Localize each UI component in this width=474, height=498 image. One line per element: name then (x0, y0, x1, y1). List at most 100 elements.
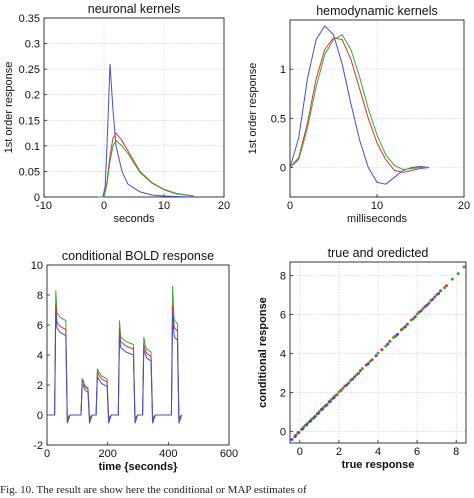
y-tick-label-1: 0.05 (19, 166, 40, 178)
series-line-green (289, 34, 430, 171)
scatter-point-blue (366, 362, 370, 366)
chart-title: hemodynamic kernels (316, 4, 438, 18)
scatter-point-blue (324, 403, 328, 407)
scatter-point-blue (437, 292, 441, 296)
x-tick-label-0: 0 (287, 200, 293, 212)
scatter-point-blue (305, 423, 309, 427)
scatter-point-blue (309, 419, 313, 423)
x-axis-label: true response (342, 459, 415, 471)
y-axis-label: 1st order response (247, 63, 259, 155)
scatter-point-blue (374, 354, 378, 358)
scatter-point-blue (396, 332, 400, 336)
series-line-green (98, 139, 195, 198)
y-axis-label: conditional response (257, 297, 269, 408)
scatter-point-blue (301, 427, 305, 431)
y-tick-label-5: 8 (37, 290, 43, 302)
scatter-point-red (433, 295, 437, 299)
scatter-point-green (456, 272, 460, 276)
y-tick-label-4: 0.2 (25, 90, 40, 102)
series-line-blue (98, 63, 195, 198)
x-tick-label-3: 6 (414, 446, 420, 458)
x-tick-label-2: 10 (158, 200, 170, 212)
scatter-point-green (450, 277, 454, 281)
x-tick-label-3: 600 (220, 448, 238, 460)
neuronal-kernels-panel: -10 0 10 2000.050.10.150.20.250.30.35neuron… (3, 2, 230, 225)
scatter-point-green (442, 286, 446, 290)
scatter-point-red (388, 339, 392, 343)
x-tick-label-2: 20 (458, 200, 470, 212)
scatter-point-green (341, 387, 345, 391)
y-tick-label-2: 2 (37, 380, 43, 392)
scatter-point-green (409, 318, 413, 322)
x-tick-label-0: 0 (297, 446, 303, 458)
scatter-point-blue (293, 435, 297, 439)
x-tick-label-1: 10 (371, 200, 383, 212)
scatter-point-red (405, 322, 409, 326)
scatter-point-green (360, 367, 364, 371)
scatter-point-red (444, 284, 448, 288)
scatter-point-blue (386, 342, 390, 346)
plot-frame (43, 17, 225, 198)
scatter-point-red (353, 375, 357, 379)
y-tick-label-1: 0 (37, 410, 43, 422)
x-tick-label-0: 0 (44, 448, 50, 460)
x-axis-label: time {seconds} (99, 461, 179, 473)
scatter-point-green (384, 344, 388, 348)
scatter-point-red (380, 348, 384, 352)
true-vs-predicted-panel: 0 2 4 6 8 0 2 4 6 8 true and oredicted true respons… (257, 246, 467, 471)
y-tick-label-7: 0.35 (19, 13, 40, 25)
scatter-point-blue (425, 303, 429, 307)
y-tick-label-0: 0 (280, 426, 286, 438)
y-tick-label-1: 2 (280, 387, 286, 399)
hemodynamic-kernels-panel: 0 10 20 0 0.5 1 hemodynamic kernels millisecond… (247, 4, 470, 225)
scatter-point-blue (356, 371, 360, 375)
scatter-point-blue (320, 407, 324, 411)
scatter-point-blue (345, 383, 349, 387)
x-tick-label-4: 8 (453, 446, 459, 458)
plot-frame (46, 264, 230, 446)
scatter-point-blue (297, 431, 301, 435)
chart-title: neuronal kernels (88, 2, 180, 16)
scatter-point-blue (312, 415, 316, 419)
x-tick-label-3: 20 (218, 200, 230, 212)
x-tick-label-0: -10 (36, 200, 52, 212)
scatter-point-red (358, 369, 362, 373)
x-axis-label: milliseconds (347, 213, 407, 225)
scatter-point-blue (316, 411, 320, 415)
y-tick-label-3: 4 (37, 350, 43, 362)
scatter-point-green (376, 351, 380, 355)
x-tick-label-1: 0 (101, 200, 107, 212)
scatter-point-green (421, 307, 425, 311)
y-tick-label-2: 1 (280, 64, 286, 76)
scatter-point-red (439, 289, 443, 293)
y-tick-label-4: 6 (37, 320, 43, 332)
series-line-red (98, 132, 195, 198)
bold-series-blue (47, 312, 183, 424)
y-tick-label-0: 0 (280, 163, 286, 175)
x-axis-label: seconds (114, 213, 155, 225)
scatter-point-blue (403, 325, 407, 329)
x-tick-label-1: 2 (336, 446, 342, 458)
scatter-point-blue (351, 377, 355, 381)
scatter-point-green (415, 312, 419, 316)
y-tick-label-0: 0 (34, 192, 40, 204)
x-tick-label-1: 200 (98, 448, 116, 460)
scatter-point-red (427, 301, 431, 305)
y-tick-label-1: 0.5 (271, 113, 286, 125)
scatter-point-blue (290, 437, 294, 441)
y-tick-label-5: 0.25 (19, 64, 40, 76)
scatter-point-blue (332, 396, 336, 400)
y-tick-label-6: 0.3 (25, 39, 40, 51)
y-tick-label-3: 0.15 (19, 115, 40, 127)
chart-title: true and oredicted (328, 246, 429, 260)
scatter-point-green (368, 359, 372, 363)
chart-title: conditional BOLD response (62, 249, 214, 263)
y-tick-label-6: 10 (31, 260, 43, 272)
y-tick-label-2: 0.1 (25, 141, 40, 153)
scatter-point-blue (328, 400, 332, 404)
y-axis-label: 1st order response (3, 62, 15, 154)
series-line-red (289, 37, 430, 173)
scatter-point-green (337, 390, 341, 394)
scatter-point-blue (419, 309, 423, 313)
